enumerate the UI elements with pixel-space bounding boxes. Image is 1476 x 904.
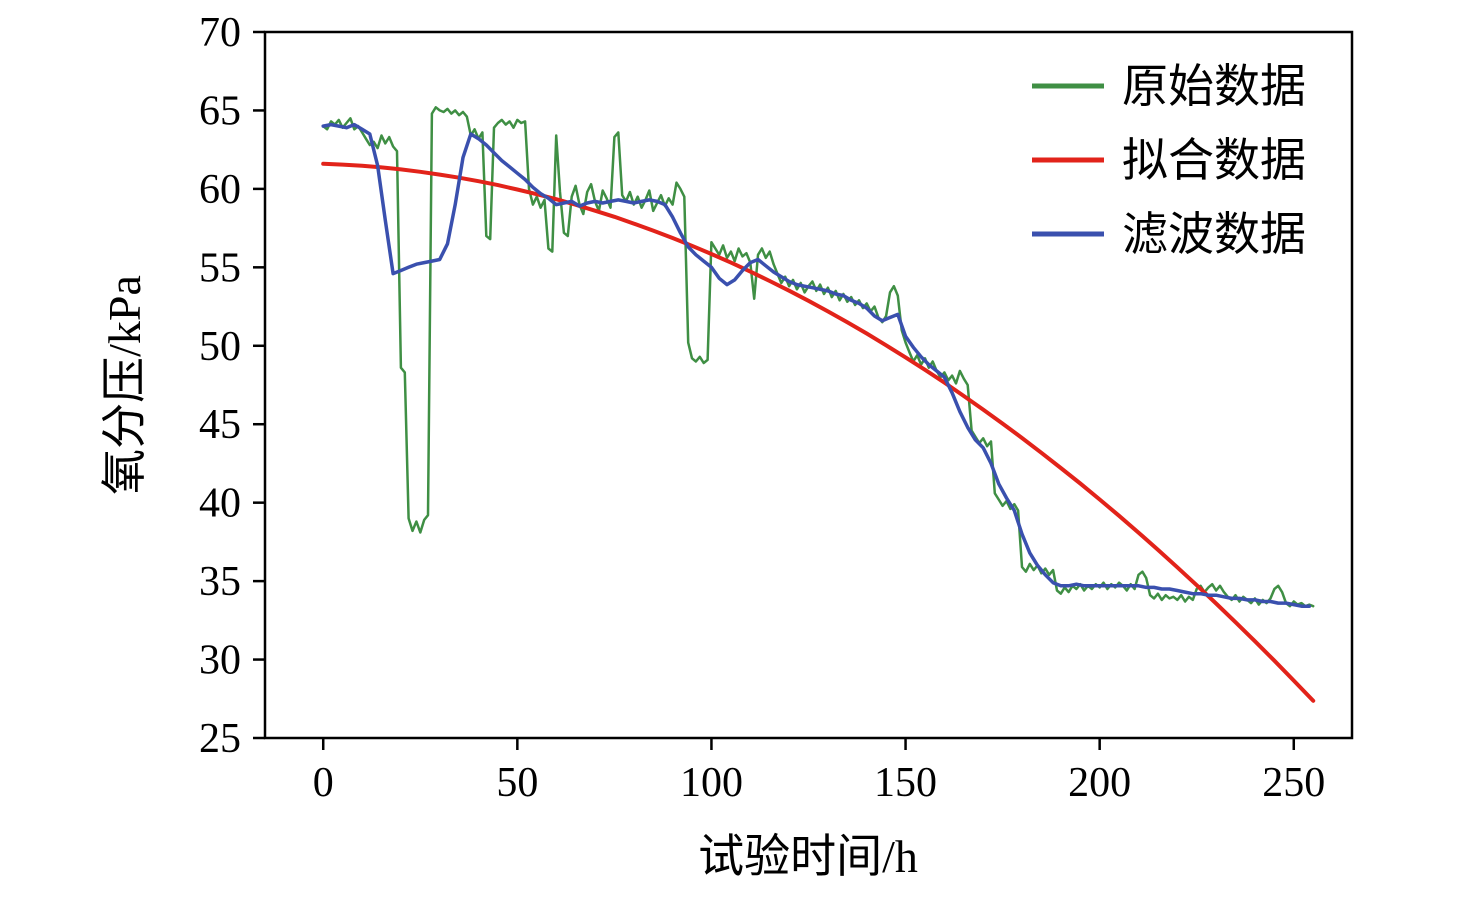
y-tick-label: 50 <box>199 324 241 370</box>
x-tick-label: 200 <box>1068 760 1131 806</box>
y-tick-label: 40 <box>199 481 241 527</box>
y-tick-label: 70 <box>199 10 241 56</box>
x-tick-label: 250 <box>1262 760 1325 806</box>
y-tick-label: 45 <box>199 402 241 448</box>
ticks-group: 0 50 100 150 200 250 25 30 35 40 45 50 55 60 65 70 <box>199 10 1325 806</box>
y-tick-label: 30 <box>199 638 241 684</box>
legend-label-raw: 原始数据 <box>1122 61 1306 112</box>
y-tick-label: 65 <box>199 88 241 134</box>
y-tick-label: 35 <box>199 559 241 605</box>
y-tick-label: 55 <box>199 245 241 291</box>
fit-data-line <box>321 161 1316 703</box>
x-tick-label: 0 <box>313 760 334 806</box>
x-axis-label: 试验时间/h <box>698 831 918 882</box>
x-tick-label: 100 <box>680 760 743 806</box>
legend: 原始数据 拟合数据 滤波数据 <box>1032 61 1306 260</box>
legend-label-fit: 拟合数据 <box>1122 135 1306 186</box>
x-tick-label: 50 <box>496 760 538 806</box>
legend-label-filtered: 滤波数据 <box>1122 209 1306 260</box>
filtered-data-line <box>321 122 1312 608</box>
series-group <box>321 106 1316 703</box>
x-tick-label: 150 <box>874 760 937 806</box>
plot-border <box>263 30 1354 740</box>
y-tick-label: 60 <box>199 167 241 213</box>
y-tick-label: 25 <box>199 716 241 762</box>
y-axis-label: 氧分压/kPa <box>99 275 150 495</box>
